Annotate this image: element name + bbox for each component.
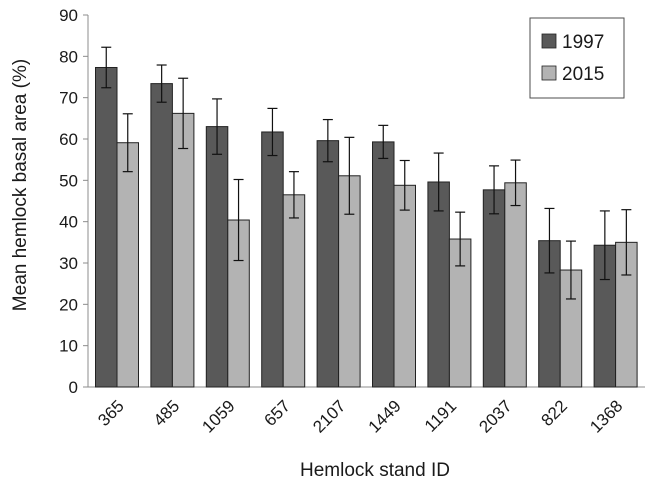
y-tick-label: 60 [59, 130, 78, 149]
legend-swatch-1997 [541, 33, 557, 49]
y-axis: 0 10 20 30 40 50 60 70 80 90 [59, 6, 89, 397]
y-tick-label: 30 [59, 254, 78, 273]
bar-series-group [95, 66, 638, 388]
x-tick-label-2037: 2037 [475, 396, 515, 436]
bar-2015-657 [282, 194, 306, 388]
y-tick-label: 0 [69, 378, 78, 397]
x-tick-label-1191: 1191 [421, 396, 460, 435]
x-tick-label-822: 822 [538, 396, 571, 429]
legend-swatch-2015 [541, 65, 557, 81]
x-tick-label-1059: 1059 [198, 396, 238, 436]
x-tick-label-1449: 1449 [365, 396, 405, 436]
x-tick-label-1368: 1368 [586, 396, 626, 436]
bar-2015-2037 [504, 182, 527, 388]
error-bar-group [101, 46, 632, 300]
bar-1997-485 [150, 83, 173, 388]
bar-1997-657 [261, 131, 284, 388]
y-tick-label: 50 [59, 171, 78, 190]
bar-2015-365 [116, 142, 139, 388]
x-axis: 365 485 1059 657 2107 1449 1191 2037 822 1368 [88, 386, 645, 437]
bar-1997-1059 [205, 126, 229, 388]
bar-2015-1449 [393, 184, 416, 388]
x-tick-label-657: 657 [261, 396, 294, 429]
y-tick-label: 40 [59, 213, 78, 232]
x-tick-label-365: 365 [94, 396, 127, 429]
bar-1997-1449 [372, 141, 395, 388]
bar-2015-485 [171, 112, 195, 388]
legend-label-1997: 1997 [562, 32, 604, 53]
legend-box [529, 17, 625, 99]
y-tick-label: 70 [59, 89, 78, 108]
x-tick-label-2107: 2107 [309, 396, 349, 436]
x-axis-title: Hemlock stand ID [300, 460, 450, 481]
bar-1997-365 [95, 66, 118, 388]
legend: 1997 2015 [529, 17, 625, 99]
bar-1997-1191 [427, 181, 450, 388]
bar-1997-2037 [482, 189, 506, 388]
y-axis-title: Mean hemlock basal area (%) [10, 59, 31, 311]
y-tick-label: 20 [59, 295, 78, 314]
bar-1997-2107 [316, 140, 340, 388]
x-tick-label-485: 485 [150, 396, 183, 429]
y-tick-label: 10 [59, 337, 78, 356]
legend-label-2015: 2015 [562, 64, 604, 85]
y-tick-label: 90 [59, 6, 78, 25]
y-tick-label: 80 [59, 47, 78, 66]
